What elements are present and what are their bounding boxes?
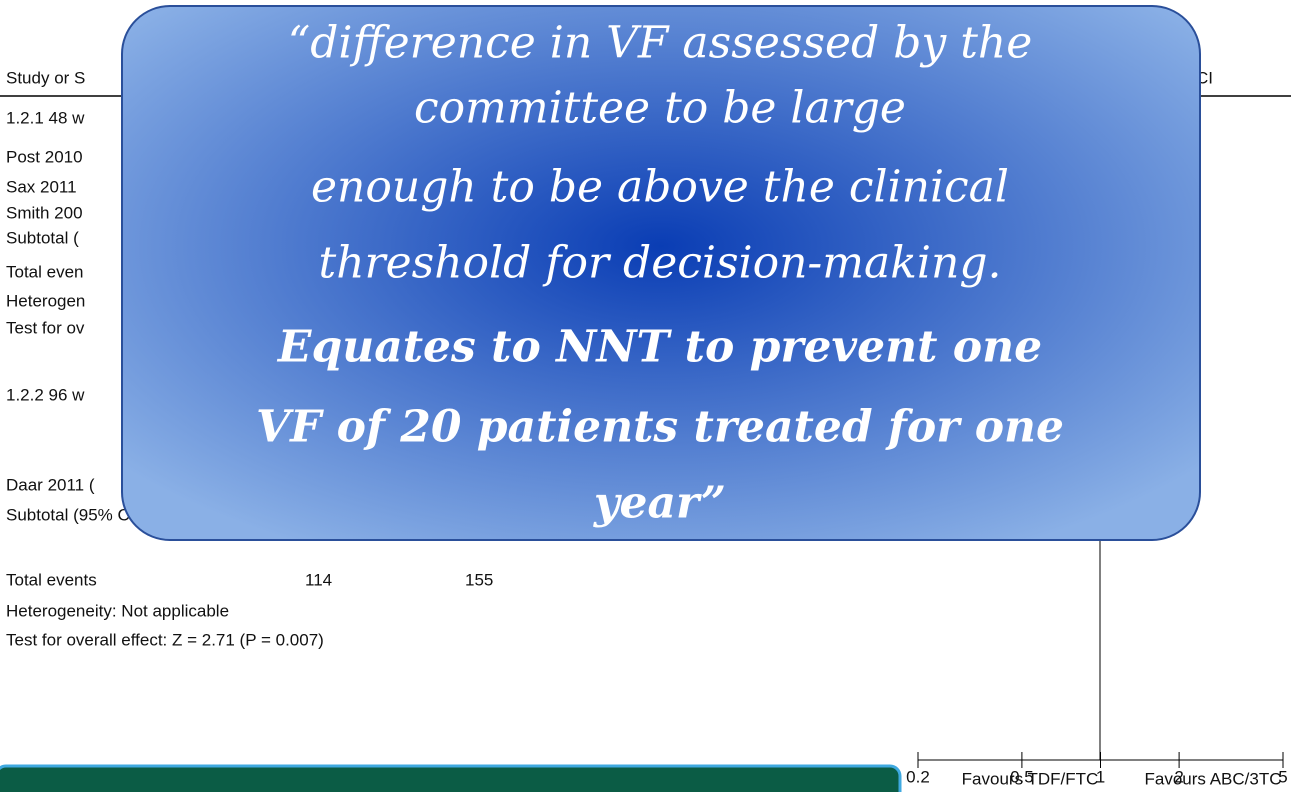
- row-label: 1.2.1 48 w: [6, 108, 85, 127]
- axis-caption: Favours ABC/3TC: [1145, 769, 1282, 788]
- callout-line: threshold for decision-making.: [319, 238, 1002, 289]
- callout-line: enough to be above the clinical: [311, 162, 1009, 213]
- row-label: Test for overall effect: Z = 2.71 (P = 0…: [6, 630, 324, 649]
- callout-line: “difference in VF assessed by the: [288, 18, 1033, 69]
- row-label: Daar 2011 (: [6, 475, 95, 494]
- row-label: 1.2.2 96 w: [6, 385, 85, 404]
- row-label: Subtotal (95% CI): [6, 505, 140, 524]
- callout-line: year”: [593, 478, 726, 529]
- callout-box: [121, 5, 1201, 541]
- callout-line: Equates to NNT to prevent one: [276, 322, 1042, 373]
- axis-caption: Favours TDF/FTC: [962, 769, 1099, 788]
- row-label: Total even: [6, 262, 84, 281]
- row-label: Subtotal (: [6, 228, 79, 247]
- row-label: Total events: [6, 570, 97, 589]
- column-header: Study or S: [6, 68, 85, 87]
- tick-label: 2: [1174, 767, 1183, 786]
- row-label: Heterogen: [6, 291, 85, 310]
- tick-label: 5: [1278, 767, 1287, 786]
- events-value: 114: [305, 570, 332, 589]
- callout-line: committee to be large: [414, 83, 906, 134]
- events-value: 155: [465, 570, 493, 589]
- row-label: Smith 200: [6, 203, 83, 222]
- footer-bar: [0, 764, 902, 792]
- row-label: Sax 2011: [6, 177, 77, 196]
- callout-line: VF of 20 patients treated for one: [256, 402, 1064, 453]
- tick-label: 1: [1096, 767, 1105, 786]
- row-label: Test for ov: [6, 318, 85, 337]
- tick-label: 0.2: [906, 767, 930, 786]
- tick-label: 0.5: [1010, 767, 1034, 786]
- row-label: Heterogeneity: Not applicable: [6, 601, 229, 620]
- row-label: Post 2010: [6, 147, 83, 166]
